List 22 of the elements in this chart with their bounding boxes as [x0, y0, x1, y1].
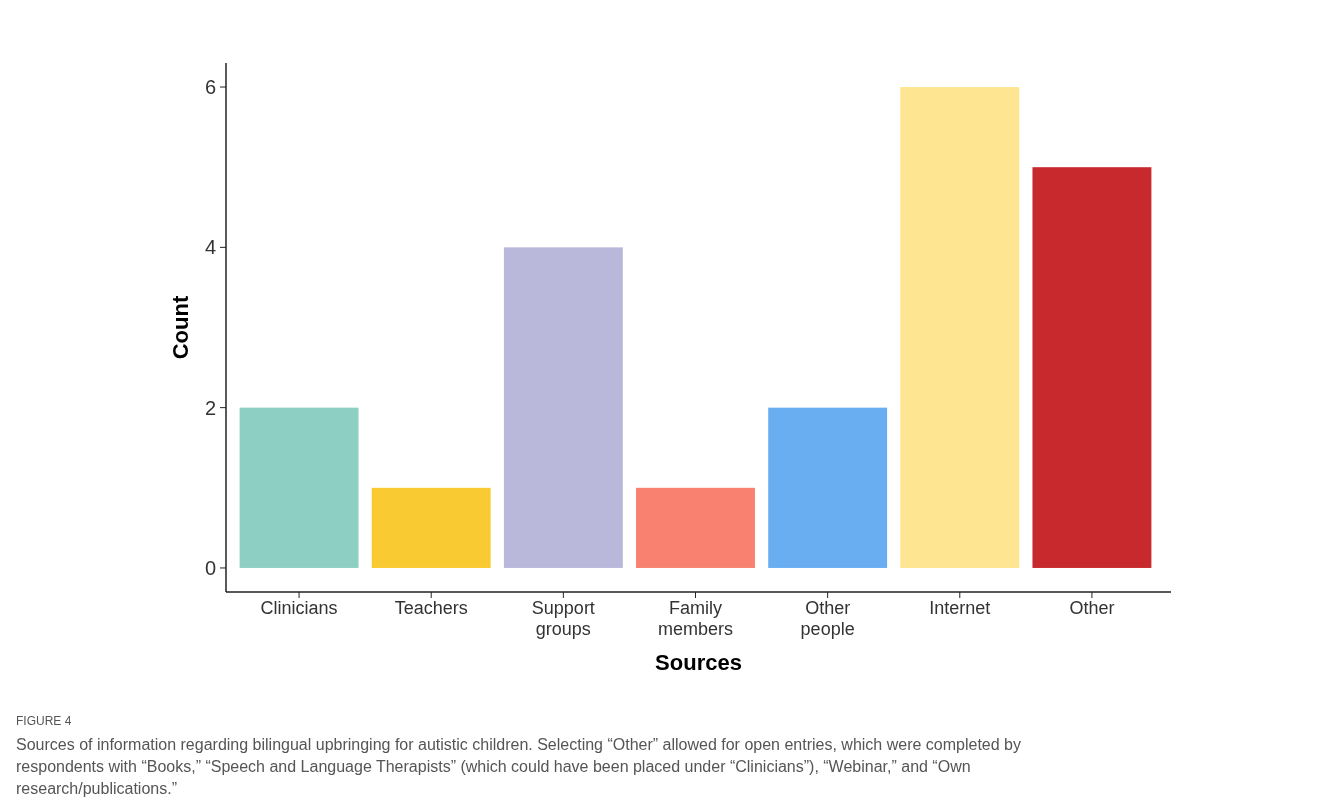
y-axis-title: Count — [168, 295, 193, 360]
bar — [636, 487, 755, 568]
x-tick-label: Support groups — [531, 598, 595, 639]
bar — [768, 407, 888, 568]
source-note: Sources of information regarding bilingual upbringing for autistic children. Selecting “Other” allowed for open entries, which were completed by respondents with “Books,” “Speech and Language Therapists” (which could have been placed under “Clinicians”), “Webinar,” and “Own research/publications.” — [16, 736, 1021, 797]
x-tick-label: Other — [1069, 598, 1115, 618]
y-tick-label: 0 — [204, 556, 216, 579]
caption: FIGURE 4 — [16, 714, 72, 728]
bar — [900, 87, 1020, 568]
bar — [239, 407, 359, 568]
x-tick-label: Clinicians — [260, 598, 338, 618]
bar — [1032, 167, 1152, 568]
x-tick-label: Family members — [657, 598, 734, 639]
bar — [503, 247, 623, 568]
x-axis-title: Sources — [655, 650, 742, 675]
x-tick-label: Internet — [929, 598, 991, 618]
bar — [371, 487, 491, 568]
y-tick-label: 6 — [204, 76, 216, 99]
y-tick-label: 2 — [204, 396, 216, 419]
y-tick-label: 4 — [204, 236, 216, 259]
x-tick-label: Teachers — [394, 598, 468, 618]
x-tick-label: Other people — [800, 598, 855, 639]
